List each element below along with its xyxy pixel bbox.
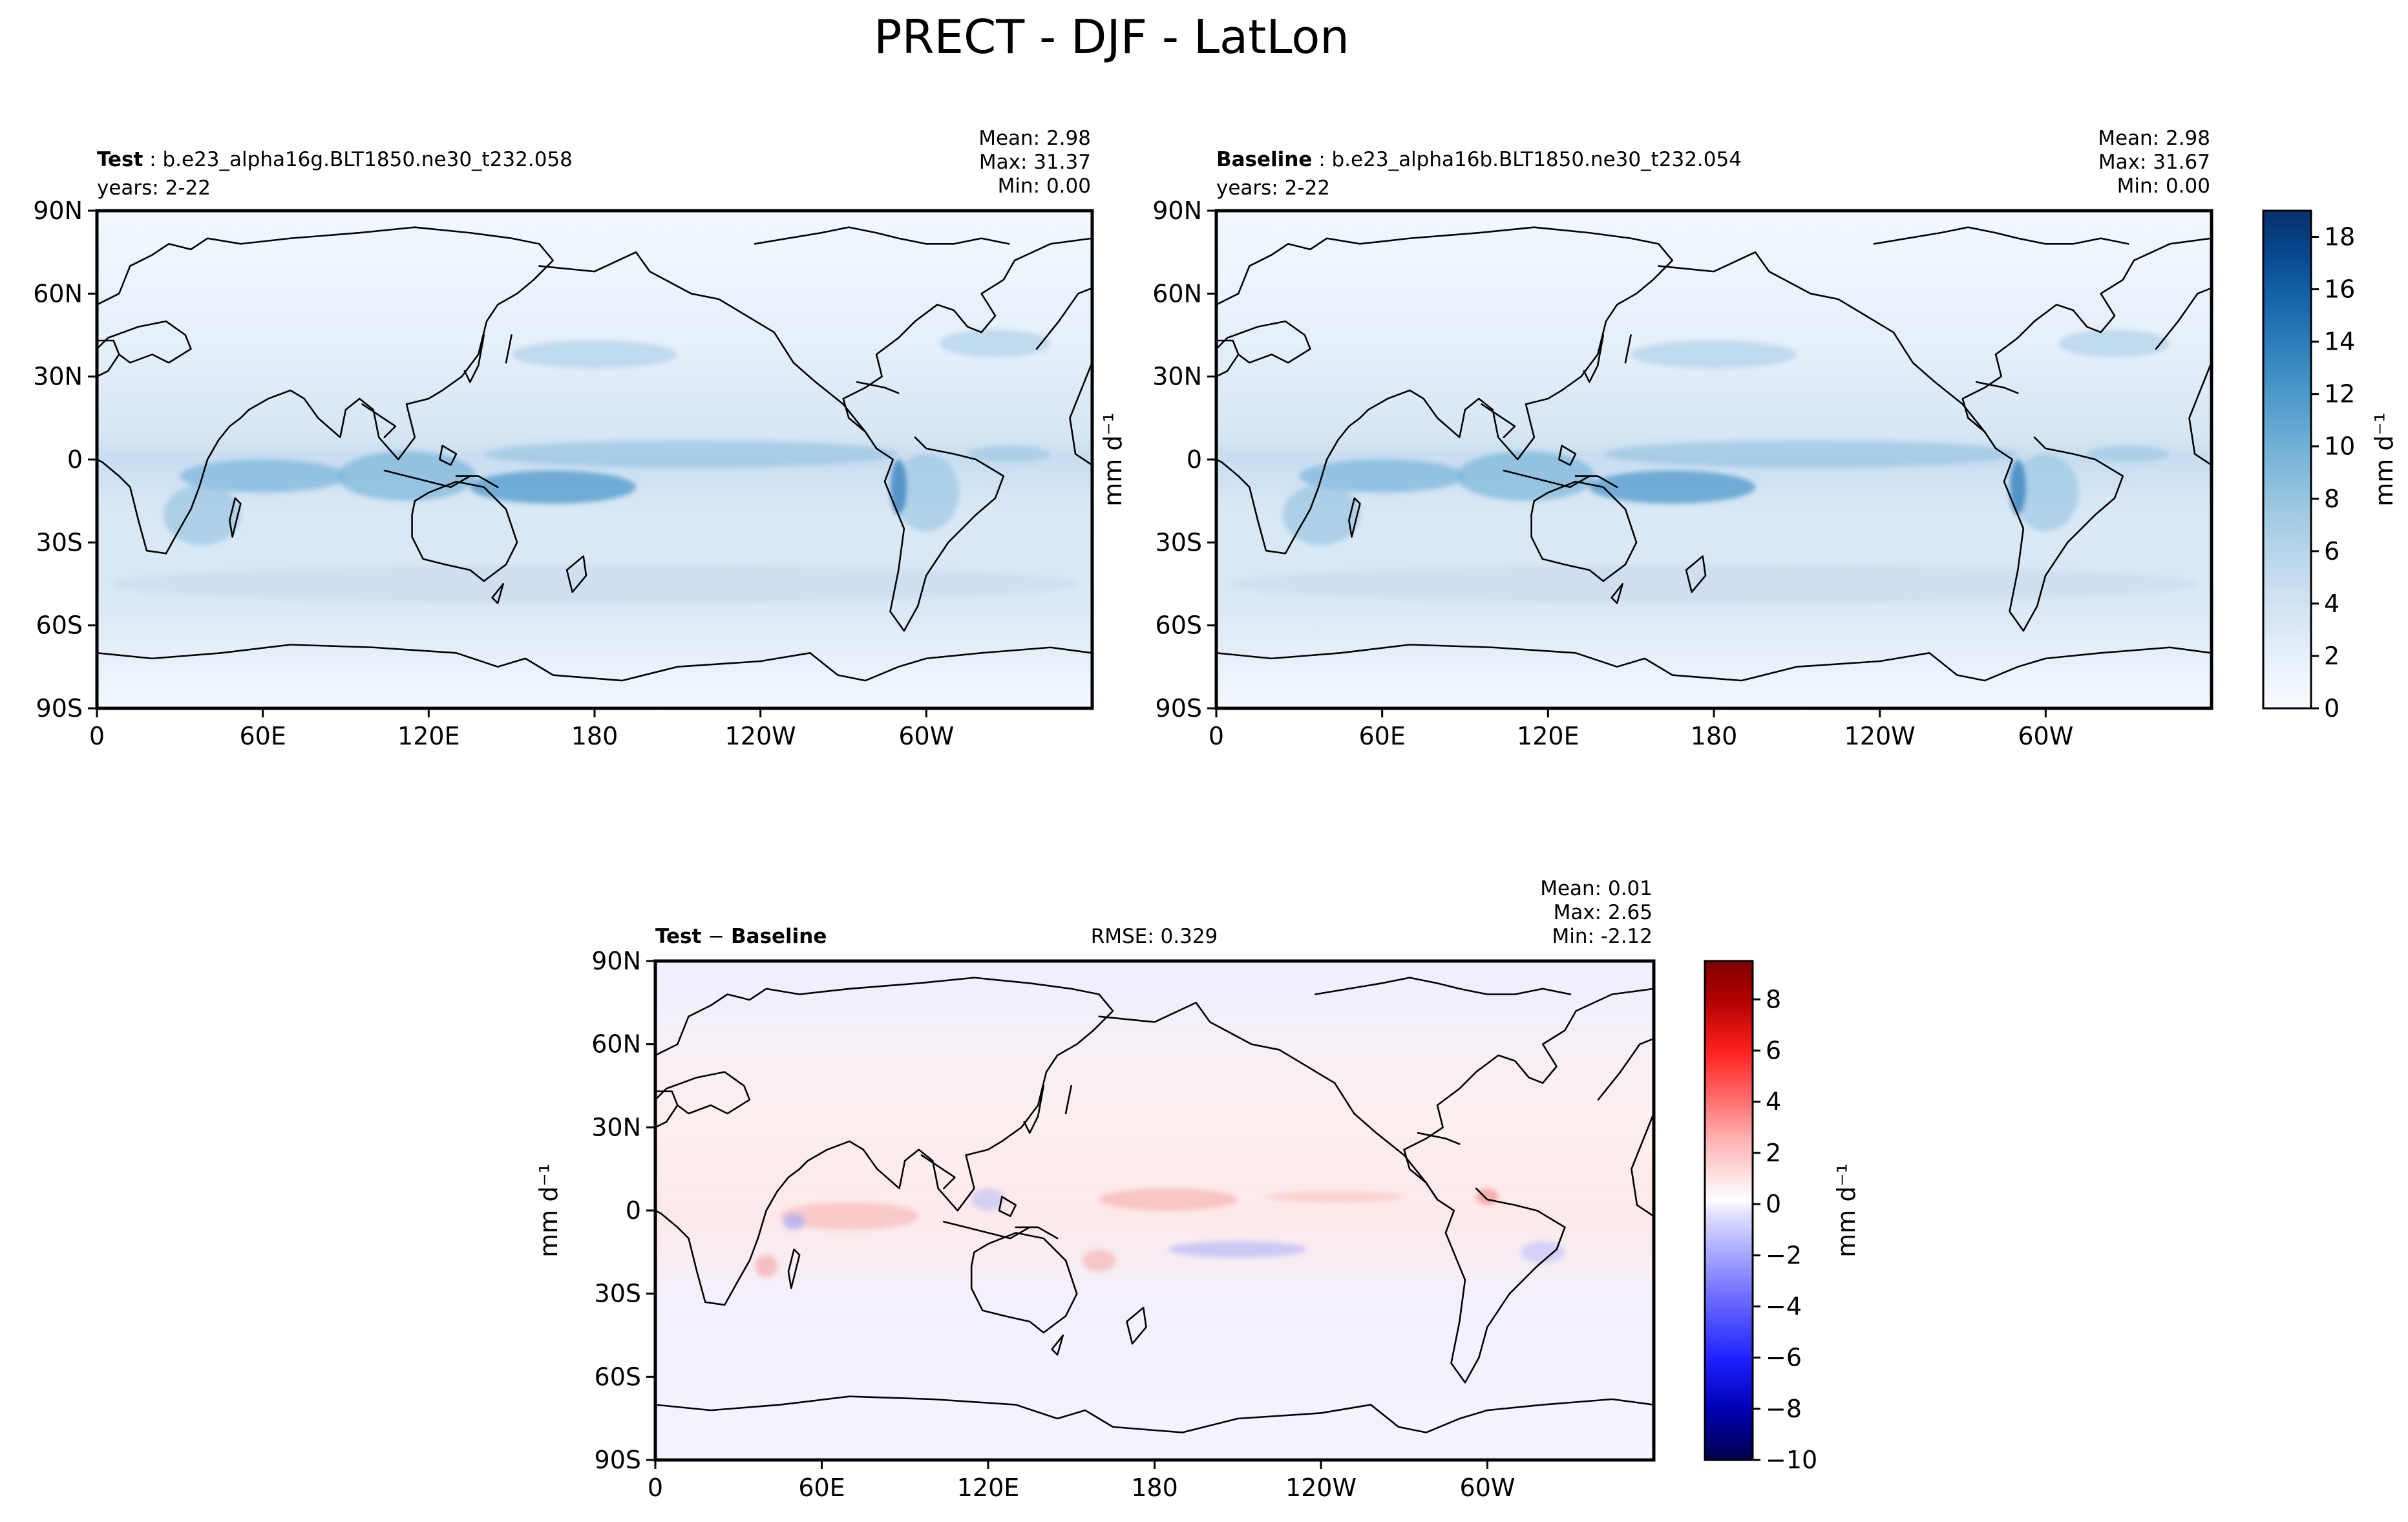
colorbar-tick-label: 6	[2324, 537, 2339, 565]
test-lat-axis: 90N 60N 30N 0 30S 60S 90S	[33, 196, 97, 723]
colorbar-tick-label: 8	[1766, 985, 1781, 1013]
colorbar-tick-label: 6	[1766, 1037, 1781, 1065]
baseline-min: Min: 0.00	[2117, 174, 2210, 198]
diff-max: Max: 2.65	[1554, 901, 1653, 924]
lat-tick-label: 60N	[33, 279, 83, 308]
baseline-title: Baseline : b.e23_alpha16b.BLT1850.ne30_t…	[1216, 148, 1742, 171]
main-colorbar-ticks: 0 2 4 6 8 10 12 14 16 18	[2311, 223, 2355, 723]
colorbar-tick-label: −10	[1766, 1446, 1817, 1474]
colorbar-tick-label: 2	[2324, 642, 2339, 670]
lat-tick-label: 90S	[36, 694, 83, 723]
lon-tick-label: 120E	[397, 722, 460, 750]
baseline-lat-axis: 90N 60N 30N 0 30S 60S 90S	[1152, 196, 1216, 723]
lat-tick-label: 60S	[36, 611, 83, 640]
baseline-years: years: 2-22	[1216, 176, 1330, 200]
colorbar-tick-label: −2	[1766, 1241, 1802, 1269]
colorbar-tick-label: −6	[1766, 1344, 1802, 1372]
baseline-mean: Mean: 2.98	[2098, 127, 2210, 150]
test-min: Min: 0.00	[998, 174, 1091, 198]
lat-tick-label: 30S	[595, 1280, 641, 1308]
lat-tick-label: 90S	[595, 1446, 641, 1474]
lon-tick-label: 120W	[1285, 1474, 1357, 1502]
colorbar-tick-label: 8	[2324, 485, 2339, 513]
test-panel: Test : b.e23_alpha16g.BLT1850.ne30_t232.…	[33, 127, 1094, 750]
baseline-lon-axis: 0 60E 120E 180 120W 60W	[1209, 708, 2073, 750]
lat-tick-label: 60N	[591, 1030, 641, 1059]
diff-lat-axis: 90N 60N 30N 0 30S 60S 90S	[591, 947, 655, 1474]
diff-colorbar-ticks: −10 −8 −6 −4 −2 0 2 4 6 8	[1753, 985, 1817, 1474]
diff-panel: mm d⁻¹ Test − Baseline RMSE: 0.329 Mean:…	[534, 877, 1656, 1502]
diff-rmse: RMSE: 0.329	[1091, 925, 1218, 948]
diff-map	[654, 961, 1655, 1460]
colorbar-tick-label: 14	[2324, 328, 2355, 356]
lon-tick-label: 120W	[1844, 722, 1916, 750]
lon-tick-label: 180	[1691, 722, 1738, 750]
lon-tick-label: 60E	[239, 722, 286, 750]
diff-min: Min: -2.12	[1552, 925, 1653, 948]
lon-tick-label: 120W	[725, 722, 796, 750]
lon-tick-label: 60E	[798, 1474, 845, 1502]
lon-tick-label: 60W	[2018, 722, 2073, 750]
lat-tick-label: 90N	[1152, 196, 1202, 225]
diff-colorbar: −10 −8 −6 −4 −2 0 2 4 6 8 mm d⁻¹	[1704, 960, 1861, 1474]
lat-tick-label: 30N	[591, 1113, 641, 1141]
test-mean: Mean: 2.98	[978, 127, 1091, 150]
lon-tick-label: 120E	[1517, 722, 1579, 750]
colorbar-tick-label: 16	[2324, 275, 2355, 304]
colorbar-tick-label: 18	[2324, 223, 2355, 251]
diff-colorbar-label: mm d⁻¹	[1832, 1163, 1861, 1258]
baseline-map	[1215, 211, 2213, 708]
diff-ylabel: mm d⁻¹	[534, 1163, 563, 1258]
lon-tick-label: 120E	[957, 1474, 1020, 1502]
colorbar-tick-label: −4	[1766, 1292, 1802, 1320]
diff-mean: Mean: 0.01	[1540, 877, 1653, 900]
colorbar-tick-label: 4	[1766, 1088, 1781, 1116]
test-max: Max: 31.37	[979, 151, 1091, 174]
lat-tick-label: 60S	[1156, 611, 1202, 640]
colorbar-tick-label: 2	[1766, 1139, 1781, 1167]
baseline-ylabel: mm d⁻¹	[1099, 412, 1127, 507]
test-years: years: 2-22	[97, 176, 211, 200]
main-colorbar-label: mm d⁻¹	[2370, 412, 2398, 507]
colorbar-tick-label: 12	[2324, 380, 2355, 408]
lon-tick-label: 0	[89, 722, 105, 750]
lat-tick-label: 0	[1187, 445, 1202, 474]
diff-lon-axis: 0 60E 120E 180 120W 60W	[648, 1460, 1516, 1502]
main-colorbar-gradient	[2262, 209, 2312, 710]
lon-tick-label: 60W	[898, 722, 954, 750]
lat-tick-label: 90S	[1156, 694, 1202, 723]
lat-tick-label: 60S	[595, 1362, 641, 1391]
lat-tick-label: 30N	[33, 363, 83, 391]
colorbar-tick-label: 0	[2324, 694, 2339, 723]
colorbar-tick-label: 0	[1766, 1190, 1781, 1218]
lon-tick-label: 180	[1131, 1474, 1178, 1502]
lon-tick-label: 180	[571, 722, 618, 750]
colorbar-tick-label: 4	[2324, 589, 2339, 618]
diff-colorbar-gradient	[1704, 960, 1754, 1461]
baseline-panel: mm d⁻¹ Baseline : b.e23_alpha16b.BLT1850…	[1099, 127, 2213, 750]
lat-tick-label: 0	[626, 1196, 641, 1225]
lat-tick-label: 90N	[33, 196, 83, 225]
figure-title: PRECT - DJF - LatLon	[874, 10, 1349, 64]
lat-tick-label: 30N	[1152, 363, 1202, 391]
lat-tick-label: 30S	[1156, 528, 1202, 556]
lat-tick-label: 0	[67, 445, 83, 474]
lon-tick-label: 0	[648, 1474, 663, 1502]
lon-tick-label: 60E	[1358, 722, 1405, 750]
baseline-max: Max: 31.67	[2098, 151, 2210, 174]
lat-tick-label: 30S	[36, 528, 83, 556]
lon-tick-label: 60W	[1460, 1474, 1516, 1502]
lat-tick-label: 60N	[1152, 279, 1202, 308]
test-lon-axis: 0 60E 120E 180 120W 60W	[89, 708, 954, 750]
test-map	[96, 211, 1093, 708]
diff-title: Test − Baseline	[655, 925, 827, 948]
main-colorbar: 0 2 4 6 8 10 12 14 16 18 mm d⁻¹	[2262, 209, 2398, 723]
test-title: Test : b.e23_alpha16g.BLT1850.ne30_t232.…	[97, 148, 573, 171]
lon-tick-label: 0	[1209, 722, 1224, 750]
colorbar-tick-label: −8	[1766, 1395, 1802, 1423]
colorbar-tick-label: 10	[2324, 432, 2355, 461]
lat-tick-label: 90N	[591, 947, 641, 975]
